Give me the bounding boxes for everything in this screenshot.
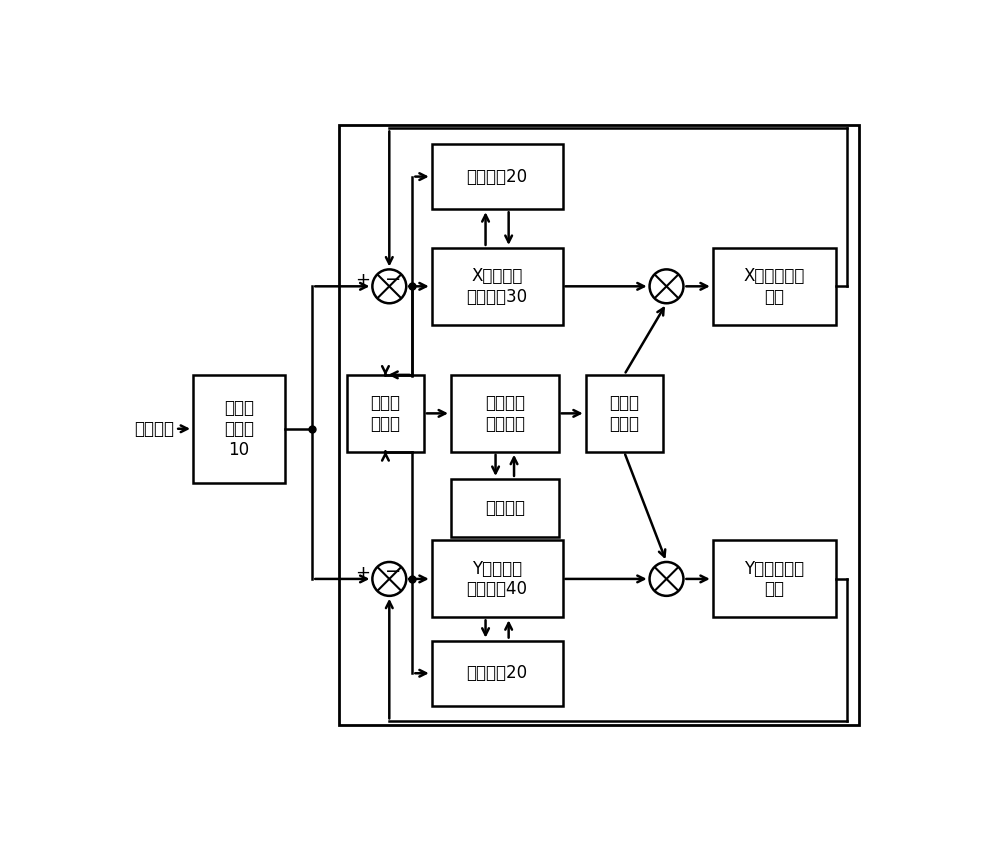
Text: 交叉耦合
迭代学习: 交叉耦合 迭代学习 [485,394,525,433]
Text: X轴迭代学
习控制器30: X轴迭代学 习控制器30 [467,267,528,305]
Bar [586,375,663,452]
Text: 交叉耦
合增益: 交叉耦 合增益 [370,394,400,433]
Bar [339,124,859,725]
Bar [451,479,559,536]
Text: −: − [385,270,401,288]
Text: 存储模块20: 存储模块20 [467,168,528,185]
Text: 期望轮廓: 期望轮廓 [134,420,174,437]
Bar [193,375,285,483]
Text: 交叉耦
合增益: 交叉耦 合增益 [609,394,639,433]
Bar [432,144,563,209]
Text: −: − [385,563,401,581]
Text: 轮廓分
配模型
10: 轮廓分 配模型 10 [224,399,254,459]
Bar [347,375,424,452]
Text: +: + [356,563,371,582]
Bar [713,248,836,325]
Text: 存储模块: 存储模块 [485,498,525,517]
Text: +: + [356,272,371,289]
Text: Y轴迭代学
习控制器40: Y轴迭代学 习控制器40 [467,559,528,598]
Text: 存储模块20: 存储模块20 [467,664,528,682]
Bar [432,248,563,325]
Text: X轴水晶伺服
系统: X轴水晶伺服 系统 [744,267,805,305]
Bar [432,541,563,618]
Bar [432,640,563,706]
Text: Y轴水晶伺服
系统: Y轴水晶伺服 系统 [744,559,804,598]
Bar [713,541,836,618]
Bar [451,375,559,452]
